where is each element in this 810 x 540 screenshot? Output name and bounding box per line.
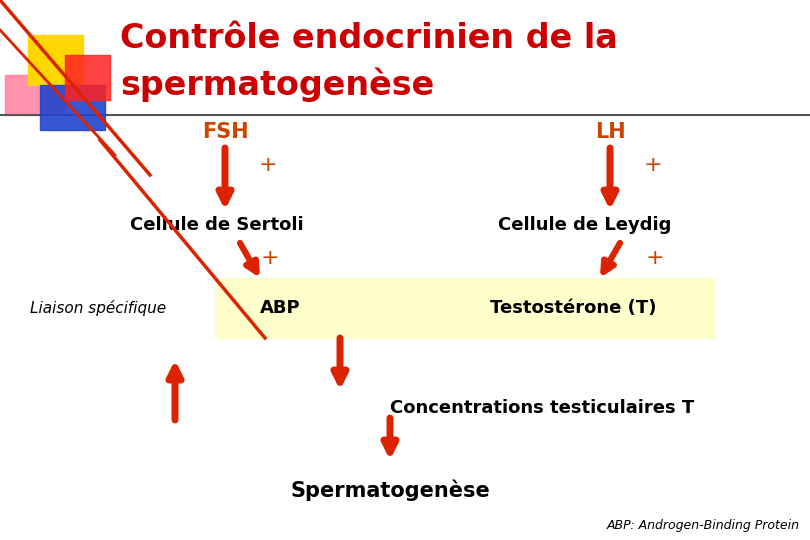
Text: Concentrations testiculaires T: Concentrations testiculaires T <box>390 399 694 417</box>
Text: Liaison spécifique: Liaison spécifique <box>30 300 166 316</box>
Text: +: + <box>646 248 664 268</box>
Text: Contrôle endocrinien de la: Contrôle endocrinien de la <box>120 22 618 55</box>
Text: Cellule de Sertoli: Cellule de Sertoli <box>130 216 304 234</box>
Text: LH: LH <box>595 122 625 142</box>
Bar <box>215 278 715 338</box>
Text: Testostérone (T): Testostérone (T) <box>490 299 656 317</box>
Bar <box>28 35 83 85</box>
Text: ABP: Androgen-Binding Protein: ABP: Androgen-Binding Protein <box>607 519 800 532</box>
Text: FSH: FSH <box>202 122 249 142</box>
Text: +: + <box>258 155 277 175</box>
Text: Spermatogenèse: Spermatogenèse <box>290 480 490 501</box>
Text: +: + <box>261 248 279 268</box>
Bar <box>65 55 110 100</box>
Bar <box>5 75 65 115</box>
Text: spermatogenèse: spermatogenèse <box>120 68 434 102</box>
Text: Cellule de Leydig: Cellule de Leydig <box>498 216 671 234</box>
Text: +: + <box>644 155 663 175</box>
Bar <box>40 85 105 130</box>
Text: ABP: ABP <box>260 299 301 317</box>
